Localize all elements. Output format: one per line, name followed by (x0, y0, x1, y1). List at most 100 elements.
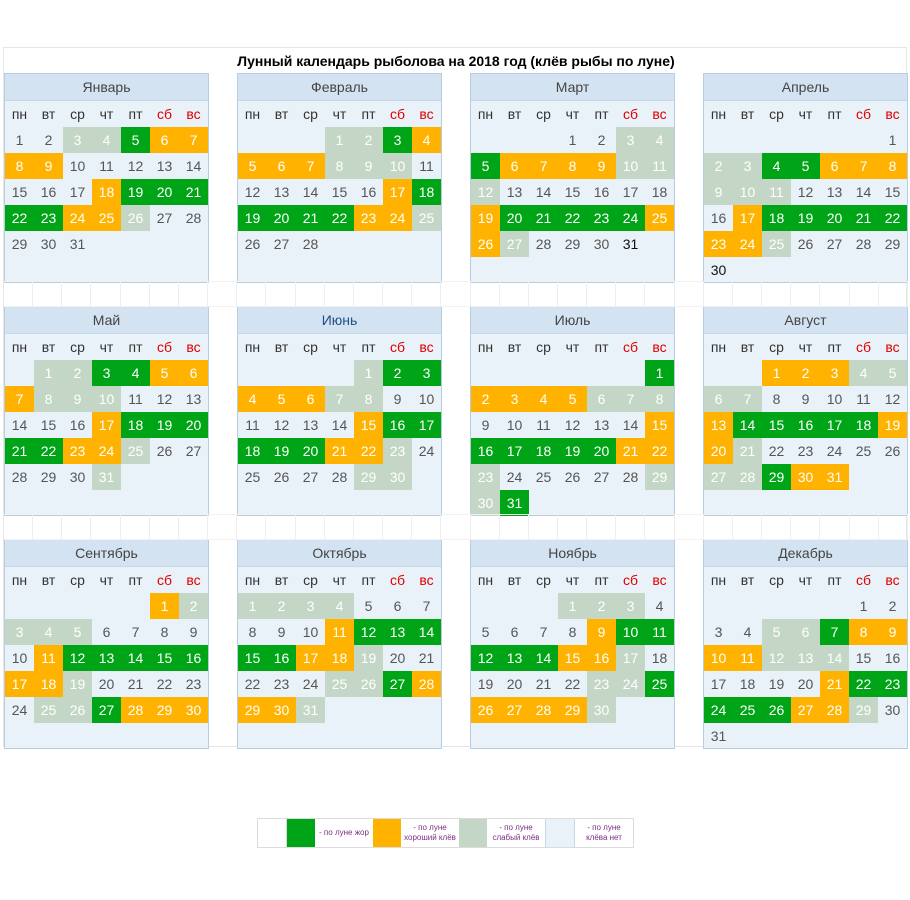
day-cell: 11 (536, 417, 551, 433)
day-cell: 24 (733, 231, 762, 257)
weekday-label: ср (70, 572, 85, 588)
day-cell: 10 (418, 391, 435, 407)
day-cell: 19 (791, 205, 820, 231)
day-cell: 3 (616, 127, 645, 153)
day-cell: 14 (535, 184, 552, 200)
day-cell: 21 (849, 205, 878, 231)
day-cell: 2 (383, 360, 412, 386)
day-cell: 14 (121, 645, 150, 671)
day-cell: 18 (762, 205, 791, 231)
day-cell: 16 (587, 645, 616, 671)
day-cell: 12 (884, 391, 901, 407)
empty-cell (296, 360, 325, 386)
day-cell: 4 (412, 127, 441, 153)
day-cell: 21 (616, 438, 645, 464)
weekday-label: пт (827, 339, 842, 355)
day-cell: 17 (710, 676, 727, 692)
day-cell: 24 (302, 676, 319, 692)
weekday-label: сб (389, 106, 406, 122)
weekday-label: чт (332, 572, 347, 588)
day-cell: 3 (714, 624, 723, 640)
day-cell: 24 (11, 702, 28, 718)
weekday-label: чт (332, 339, 347, 355)
day-cell: 16 (383, 412, 412, 438)
day-cell: 13 (500, 645, 529, 671)
weekday-label: вс (186, 572, 201, 588)
day-cell: 16 (267, 645, 296, 671)
empty-cell (733, 593, 762, 619)
day-cell: 7 (733, 386, 762, 412)
day-cell: 27 (273, 236, 290, 252)
month-block: Ноябрь пн вт ср чт пт сб вс 1 2 3 4 5 6 7 8 9 10 11 12 13 14 1… (470, 539, 675, 749)
day-cell: 3 (616, 593, 645, 619)
month-block: Май пн вт ср чт пт сб вс 1 2 3 4 5 6 7 8 9 10 11 12 13 14 15 16… (4, 306, 209, 516)
empty-cell (791, 593, 820, 619)
day-cell: 23 (797, 443, 814, 459)
day-cell: 18 (529, 438, 558, 464)
day-cell: 8 (34, 386, 63, 412)
day-cell: 15 (354, 412, 383, 438)
weekday-label: пн (477, 339, 494, 355)
day-cell: 22 (849, 671, 878, 697)
day-cell: 16 (710, 210, 727, 226)
weekday-label: вт (740, 572, 755, 588)
day-cell: 28 (185, 210, 202, 226)
day-cell: 15 (11, 184, 28, 200)
day-cell: 7 (296, 153, 325, 179)
day-cell: 27 (383, 671, 412, 697)
day-cell: 1 (238, 593, 267, 619)
day-cell: 4 (238, 386, 267, 412)
day-cell: 5 (238, 153, 267, 179)
day-cell: 28 (622, 469, 639, 485)
empty-cell (92, 593, 121, 619)
day-cell: 20 (98, 676, 115, 692)
day-cell: 12 (564, 417, 581, 433)
weekday-label: пт (128, 339, 143, 355)
day-cell: 3 (733, 153, 762, 179)
day-cell: 18 (238, 438, 267, 464)
day-cell: 8 (160, 624, 169, 640)
empty-cell (558, 360, 587, 386)
weekday-label: пн (244, 106, 261, 122)
day-cell: 13 (704, 412, 733, 438)
weekday-label: вт (41, 339, 56, 355)
day-cell: 30 (40, 236, 57, 252)
day-cell: 24 (92, 438, 121, 464)
day-cell: 5 (791, 153, 820, 179)
day-cell: 23 (63, 438, 92, 464)
weekday-label: ср (536, 339, 551, 355)
day-cell: 26 (354, 671, 383, 697)
empty-cell (500, 593, 529, 619)
weekday-label: чт (565, 339, 580, 355)
weekday-label: пт (594, 572, 609, 588)
weekday-label: пт (361, 106, 376, 122)
day-cell: 20 (389, 650, 406, 666)
weekday-label: сб (855, 572, 872, 588)
empty-cell (5, 593, 34, 619)
day-cell: 4 (529, 386, 558, 412)
day-cell: 11 (856, 391, 871, 407)
day-cell: 4 (655, 598, 664, 614)
day-cell: 18 (121, 412, 150, 438)
day-cell: 14 (855, 184, 872, 200)
day-cell: 5 (121, 127, 150, 153)
day-cell: 5 (267, 386, 296, 412)
month-grid: пн вт ср чт пт сб вс 1 2 3 4 5 6 7 8 9 10 11 12 13 14 15 16 17 1… (238, 101, 441, 257)
day-cell: 28 (331, 469, 348, 485)
day-cell: 17 (383, 179, 412, 205)
weekday-label: пн (244, 572, 261, 588)
day-cell: 18 (651, 184, 668, 200)
day-cell: 25 (645, 671, 674, 697)
day-cell: 26 (564, 469, 581, 485)
day-cell: 6 (820, 153, 849, 179)
day-cell: 8 (849, 619, 878, 645)
day-cell: 14 (331, 417, 348, 433)
empty-cell (529, 127, 558, 153)
day-cell: 12 (63, 645, 92, 671)
weekday-label: пт (827, 572, 842, 588)
weekday-label: ср (303, 339, 318, 355)
empty-cell (733, 360, 762, 386)
day-cell: 29 (238, 697, 267, 723)
day-cell: 6 (179, 360, 208, 386)
day-cell: 12 (797, 184, 814, 200)
